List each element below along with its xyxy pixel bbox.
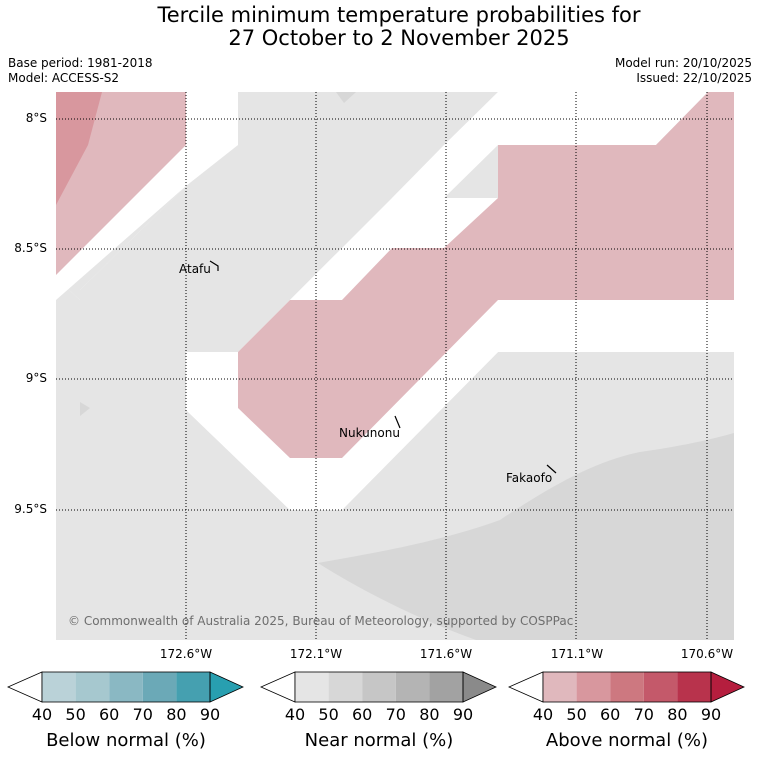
meta-right: Model run: 20/10/2025 Issued: 22/10/2025 bbox=[615, 56, 752, 86]
colorbar-segment bbox=[677, 672, 711, 702]
colorbar-extend-high bbox=[209, 671, 244, 703]
colorbar-1 bbox=[260, 671, 497, 703]
near-normal-dark-region bbox=[318, 433, 734, 640]
colorbar-segment bbox=[176, 672, 210, 702]
colorbar-outline bbox=[294, 671, 464, 703]
colorbar-tick-label: 50 bbox=[65, 705, 86, 724]
colorbar-tick-label: 70 bbox=[132, 705, 153, 724]
lon-label-170-6w: 170.6°W bbox=[680, 647, 734, 661]
model-run: Model run: 20/10/2025 bbox=[614, 56, 752, 70]
colorbar-segment bbox=[142, 672, 177, 702]
copyright-notice: © Commonwealth of Australia 2025, Bureau… bbox=[68, 614, 574, 628]
colorbar-segment bbox=[395, 672, 430, 702]
island-outlines bbox=[209, 260, 557, 474]
colorbar-segment bbox=[42, 672, 76, 702]
place-nukunonu: Nukunonu bbox=[339, 426, 400, 440]
colorbar-extend-low bbox=[260, 671, 296, 703]
title-line-2: 27 October to 2 November 2025 bbox=[228, 26, 570, 50]
colorbar-segment bbox=[543, 672, 577, 702]
colorbar-tick-label: 80 bbox=[166, 705, 187, 724]
lon-label-171-6w: 171.6°W bbox=[419, 647, 473, 661]
colorbar-tick-label: 80 bbox=[667, 705, 688, 724]
colorbar-tick-label: 60 bbox=[99, 705, 120, 724]
lat-label-9s: 9°S bbox=[25, 371, 47, 385]
colorbar-segment bbox=[295, 672, 329, 702]
colorbar-segment bbox=[328, 672, 363, 702]
colorbar-tick-label: 40 bbox=[31, 705, 53, 724]
above-normal-dark-region bbox=[56, 92, 102, 205]
near-normal-notch-left bbox=[80, 402, 90, 416]
meta-left: Base period: 1981-2018 Model: ACCESS-S2 bbox=[8, 56, 153, 86]
colorbar-outline bbox=[41, 671, 211, 703]
colorbar-extend-high bbox=[462, 671, 497, 703]
colorbar-segment bbox=[362, 672, 396, 702]
colorbar-tick-label: 90 bbox=[700, 705, 722, 724]
base-period: Base period: 1981-2018 bbox=[8, 56, 153, 70]
lat-label-8-5s: 8.5°S bbox=[14, 241, 47, 255]
colorbar-extend-high bbox=[710, 671, 745, 703]
colorbar-segment bbox=[429, 672, 463, 702]
colorbar-segment bbox=[610, 672, 644, 702]
colorbar-title: Above normal (%) bbox=[545, 730, 709, 751]
colorbar-title: Near normal (%) bbox=[304, 730, 454, 751]
lon-label-171-1w: 171.1°W bbox=[550, 647, 604, 661]
colorbar-tick-label: 90 bbox=[199, 705, 221, 724]
colorbar-tick-label: 40 bbox=[532, 705, 554, 724]
colorbar-segment bbox=[75, 672, 110, 702]
colorbar-tick-label: 60 bbox=[600, 705, 621, 724]
colorbar-segment bbox=[643, 672, 678, 702]
colorbar-tick-label: 50 bbox=[318, 705, 339, 724]
title-line-1: Tercile minimum temperature probabilitie… bbox=[157, 3, 641, 27]
model-name: Model: ACCESS-S2 bbox=[8, 71, 120, 85]
place-fakaofo: Fakaofo bbox=[506, 471, 553, 485]
graticule bbox=[56, 92, 734, 640]
issued-date: Issued: 22/10/2025 bbox=[636, 71, 752, 85]
lat-label-9-5s: 9.5°S bbox=[14, 502, 47, 516]
colorbar-tick-label: 80 bbox=[419, 705, 440, 724]
colorbar-tick-label: 50 bbox=[566, 705, 587, 724]
near-normal-notch bbox=[336, 92, 356, 103]
colorbar-0 bbox=[7, 671, 244, 703]
colorbar-outline bbox=[542, 671, 712, 703]
colorbar-segment bbox=[109, 672, 143, 702]
colorbar-tick-label: 40 bbox=[284, 705, 306, 724]
colorbar-segment bbox=[576, 672, 611, 702]
colorbar-extend-low bbox=[508, 671, 544, 703]
lon-label-172-1w: 172.1°W bbox=[289, 647, 343, 661]
lat-label-8s: 8°S bbox=[25, 111, 47, 125]
colorbar-tick-label: 70 bbox=[385, 705, 406, 724]
place-atafu: Atafu bbox=[179, 262, 211, 276]
colorbar-extend-low bbox=[7, 671, 43, 703]
colorbar-tick-label: 60 bbox=[352, 705, 373, 724]
figure-title: Tercile minimum temperature probabilitie… bbox=[0, 4, 758, 50]
colorbar-tick-label: 70 bbox=[633, 705, 654, 724]
colorbar-2 bbox=[508, 671, 745, 703]
colorbars bbox=[7, 671, 745, 703]
lon-label-172-6w: 172.6°W bbox=[159, 647, 213, 661]
colorbar-tick-label: 90 bbox=[452, 705, 474, 724]
colorbar-title: Below normal (%) bbox=[46, 730, 206, 751]
